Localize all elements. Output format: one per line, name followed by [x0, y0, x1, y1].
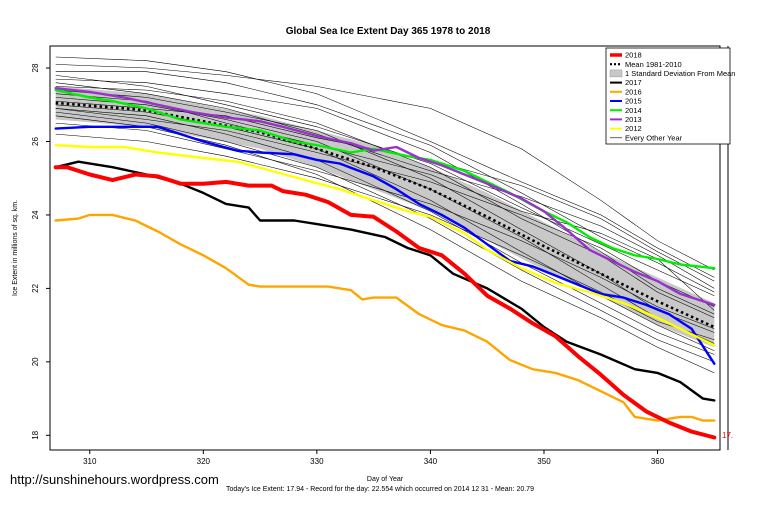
legend-entry-1-standard-deviation-from-mean-swatch — [609, 69, 623, 78]
std-dev-band — [55, 86, 715, 348]
background-year-line-12 — [55, 82, 715, 289]
legend-entry-2017-label: 2017 — [625, 78, 642, 87]
background-year-line-5 — [55, 86, 715, 319]
legend-entry-every-other-year-label: Every Other Year — [625, 133, 683, 142]
legend-entry-2016-label: 2016 — [625, 87, 642, 96]
series-line-2017 — [54, 160, 716, 402]
x-tick-label-310: 310 — [83, 457, 97, 466]
legend-box — [605, 47, 731, 145]
background-year-line-14 — [55, 108, 715, 308]
x-tick-label-330: 330 — [310, 457, 324, 466]
x-axis-label: Day of Year — [367, 476, 404, 483]
legend-entry-1-standard-deviation-from-mean-label: 1 Standard Deviation From Mean — [625, 69, 735, 78]
x-axis-ticks: 310 320 330 340 350 360 — [83, 450, 665, 466]
series-line-mean-1981-2010 — [55, 101, 715, 329]
background-year-line-9 — [55, 108, 715, 355]
x-tick-label-360: 360 — [651, 457, 665, 466]
background-year-line-15 — [55, 122, 715, 330]
y-tick-label-26: 26 — [31, 136, 40, 145]
series-line-2015 — [54, 125, 716, 365]
y-tick-label-18: 18 — [31, 430, 40, 439]
background-year-line-3 — [55, 71, 715, 293]
series-line-2014 — [54, 88, 716, 270]
plot-frame — [49, 45, 721, 451]
x-tick-label-350: 350 — [537, 457, 551, 466]
chart-title: Global Sea Ice Extent Day 365 1978 to 20… — [286, 26, 491, 37]
legend-entry-mean-1981-2010-label: Mean 1981-2010 — [625, 60, 682, 69]
series-line-2013 — [54, 86, 716, 307]
series-line-2018 — [53, 165, 717, 440]
series-line-2016 — [54, 213, 716, 422]
y-axis-ticks: 18 20 22 24 26 28 — [31, 63, 50, 440]
legend-entry-2012-label: 2012 — [625, 124, 642, 133]
y-tick-label-28: 28 — [31, 63, 40, 72]
y-axis-label: Ice Extent in millions of sq. km. — [12, 200, 19, 296]
footer-stats: Today's Ice Extent: 17.94 - Record for t… — [226, 486, 534, 493]
watermark-url: http://sunshinehours.wordpress.com — [10, 472, 219, 487]
y-tick-label-22: 22 — [31, 283, 40, 292]
std-dev-band-layer — [55, 86, 715, 348]
series-line-2012 — [54, 143, 716, 347]
legend-entry-2013-label: 2013 — [625, 115, 642, 124]
y-tick-label-24: 24 — [31, 210, 40, 219]
background-year-line-1 — [55, 56, 715, 278]
highlight-series-layer — [53, 86, 717, 440]
y-tick-label-20: 20 — [31, 357, 40, 366]
legend-entry-2015-label: 2015 — [625, 97, 642, 106]
x-tick-label-320: 320 — [197, 457, 211, 466]
background-year-line-2 — [55, 64, 715, 271]
background-year-line-6 — [55, 89, 715, 333]
legend-entry-2014-label: 2014 — [625, 106, 642, 115]
background-year-line-4 — [55, 78, 715, 315]
background-year-line-10 — [55, 111, 715, 363]
background-year-line-17 — [55, 75, 715, 296]
background-year-line-16 — [55, 133, 715, 341]
legend-entry-2018-label: 2018 — [625, 51, 642, 60]
end-value-label: 17. — [722, 431, 733, 440]
x-tick-label-340: 340 — [424, 457, 438, 466]
